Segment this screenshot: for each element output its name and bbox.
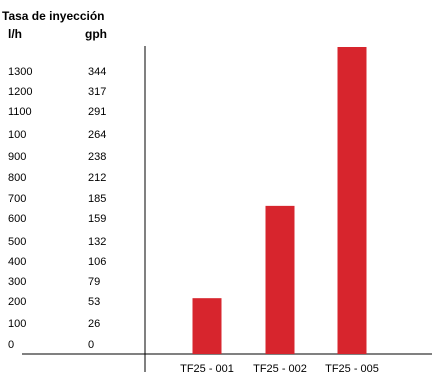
tick-label-lh: 1100	[8, 106, 32, 118]
tick-label-gph: 106	[88, 256, 106, 268]
tick-label-gph: 291	[88, 106, 106, 118]
tick-label-lh: 400	[8, 256, 26, 268]
tick-label-lh: 500	[8, 236, 26, 248]
tick-label-gph: 26	[88, 318, 100, 330]
chart-title: Tasa de inyección	[2, 9, 105, 23]
tick-label-gph: 317	[88, 86, 106, 98]
tick-label-gph: 212	[88, 172, 106, 184]
tick-label-lh: 700	[8, 193, 26, 205]
category-label: TF25 - 001	[180, 363, 234, 375]
bar-1	[192, 298, 222, 354]
tick-label-gph: 238	[88, 151, 106, 163]
tick-label-lh: 1200	[8, 86, 32, 98]
tick-labels-lh: 1300 1200 1100 100 900 800 700 600 500 400 300 200 1…	[8, 66, 32, 351]
tick-label-lh: 600	[8, 213, 26, 225]
tick-label-lh: 200	[8, 296, 26, 308]
tick-label-lh: 100	[8, 129, 26, 141]
tick-label-gph: 79	[88, 276, 100, 288]
unit-label-lh: l/h	[8, 27, 22, 41]
tick-label-gph: 159	[88, 213, 106, 225]
tick-label-lh: 300	[8, 276, 26, 288]
unit-label-gph: gph	[85, 27, 107, 41]
tick-label-gph: 53	[88, 296, 100, 308]
tick-label-lh: 800	[8, 172, 26, 184]
tick-label-lh: 0	[8, 339, 14, 351]
bar-2	[265, 205, 295, 354]
category-labels: TF25 - 001 TF25 - 002 TF25 - 005	[180, 363, 379, 375]
bars	[192, 47, 367, 354]
tick-label-lh: 900	[8, 151, 26, 163]
bar-3	[337, 47, 367, 354]
tick-label-lh: 100	[8, 318, 26, 330]
category-label: TF25 - 005	[325, 363, 379, 375]
tick-label-gph: 344	[88, 66, 106, 78]
tick-labels-gph: 344 317 291 264 238 212 185 159 132 106 79 53 26 0	[88, 66, 106, 351]
tick-label-lh: 1300	[8, 66, 32, 78]
tick-label-gph: 0	[88, 339, 94, 351]
tick-label-gph: 132	[88, 236, 106, 248]
tick-label-gph: 185	[88, 193, 106, 205]
tick-label-gph: 264	[88, 129, 106, 141]
category-label: TF25 - 002	[253, 363, 307, 375]
